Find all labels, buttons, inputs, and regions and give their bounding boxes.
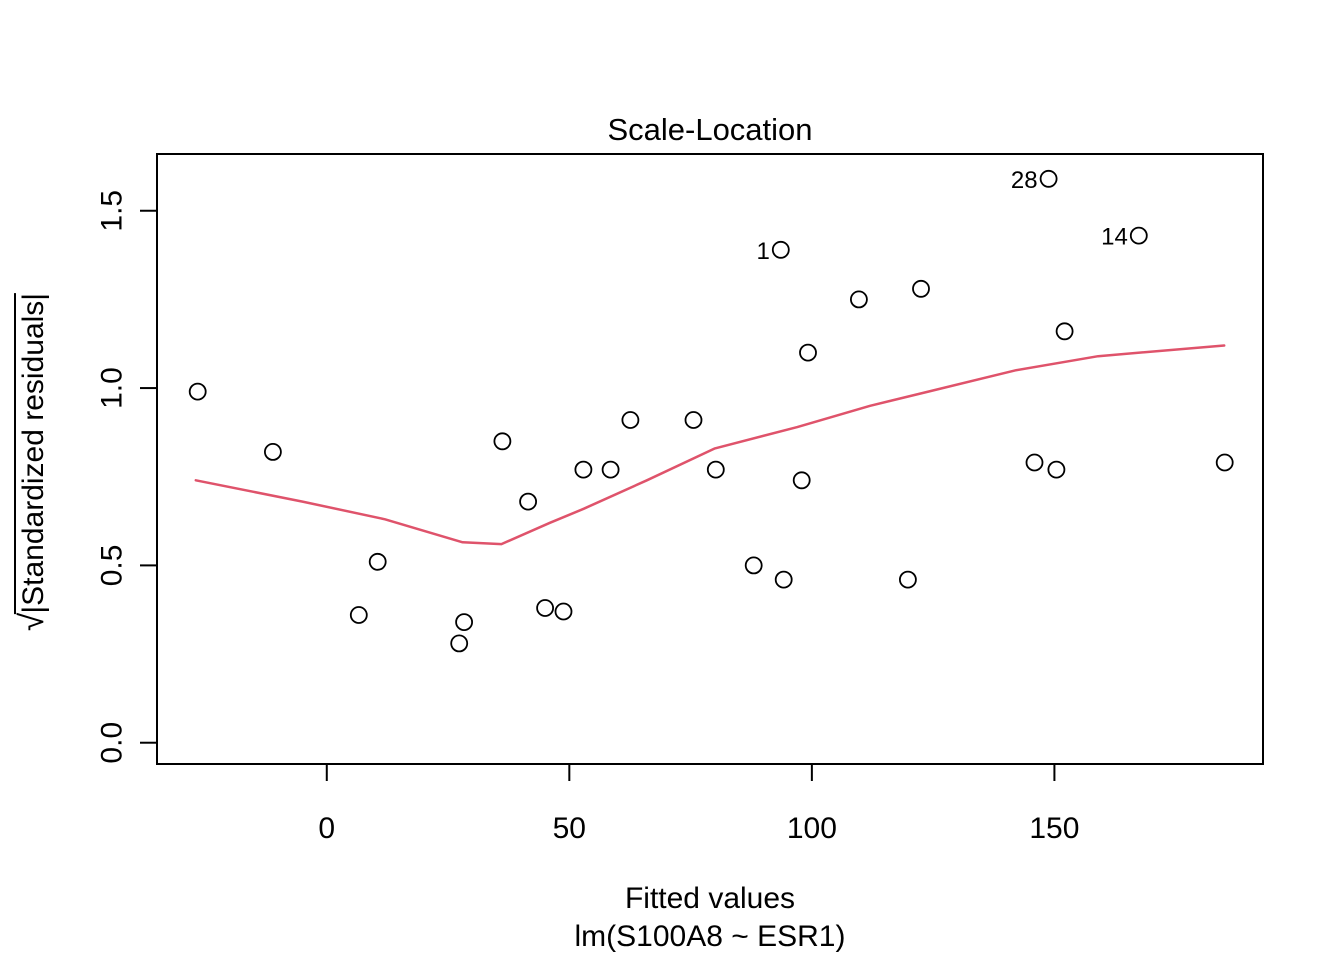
x-axis-label: Fitted values xyxy=(624,882,796,915)
x-tick-label: 50 xyxy=(553,812,586,845)
data-point xyxy=(536,599,554,617)
data-point xyxy=(850,290,868,309)
x-tick-label: 100 xyxy=(787,812,837,845)
data-point xyxy=(1215,453,1234,472)
data-point xyxy=(368,552,387,571)
y-tick-label: 0.0 xyxy=(96,722,129,764)
data-point xyxy=(349,606,368,624)
data-point xyxy=(774,570,793,589)
x-tick-label: 0 xyxy=(318,812,335,845)
x-tick-label: 150 xyxy=(1029,812,1079,845)
y-tick-label: 1.0 xyxy=(96,367,129,409)
data-point xyxy=(450,634,469,653)
data-point xyxy=(493,432,512,451)
smooth-line xyxy=(194,344,1226,546)
point-label: 14 xyxy=(1101,224,1128,251)
data-point xyxy=(554,602,573,621)
data-point xyxy=(684,411,703,429)
y-tick-label: 0.5 xyxy=(96,545,129,587)
y-axis-label: √|Standardized residuals| xyxy=(14,292,52,632)
data-point xyxy=(263,442,282,461)
data-point xyxy=(601,460,620,479)
data-point xyxy=(899,570,917,589)
data-point xyxy=(621,411,640,429)
x-axis-model-sublabel: lm(S100A8 ~ ESR1) xyxy=(574,920,846,953)
labeled-data-point xyxy=(1039,169,1058,188)
data-point xyxy=(574,460,593,479)
labeled-data-point xyxy=(771,240,790,259)
plot-border xyxy=(156,153,1264,765)
point-label: 1 xyxy=(756,238,769,265)
data-point xyxy=(1025,453,1044,472)
point-label: 28 xyxy=(1011,167,1038,194)
data-point xyxy=(1047,460,1066,479)
plot-title: Scale-Location xyxy=(607,112,813,147)
sqrt-radical-glyph: √ xyxy=(14,612,51,632)
data-point xyxy=(455,613,474,631)
labeled-data-point xyxy=(1129,226,1148,245)
y-axis-label-text: |Standardized residuals| xyxy=(14,292,50,614)
data-point xyxy=(1055,322,1074,341)
data-point xyxy=(706,460,725,479)
data-point xyxy=(519,492,537,511)
data-point xyxy=(792,471,811,490)
y-tick-label: 1.5 xyxy=(96,190,129,232)
data-point xyxy=(912,279,930,298)
data-point xyxy=(744,556,763,575)
data-point xyxy=(188,382,207,401)
data-point xyxy=(799,343,817,362)
